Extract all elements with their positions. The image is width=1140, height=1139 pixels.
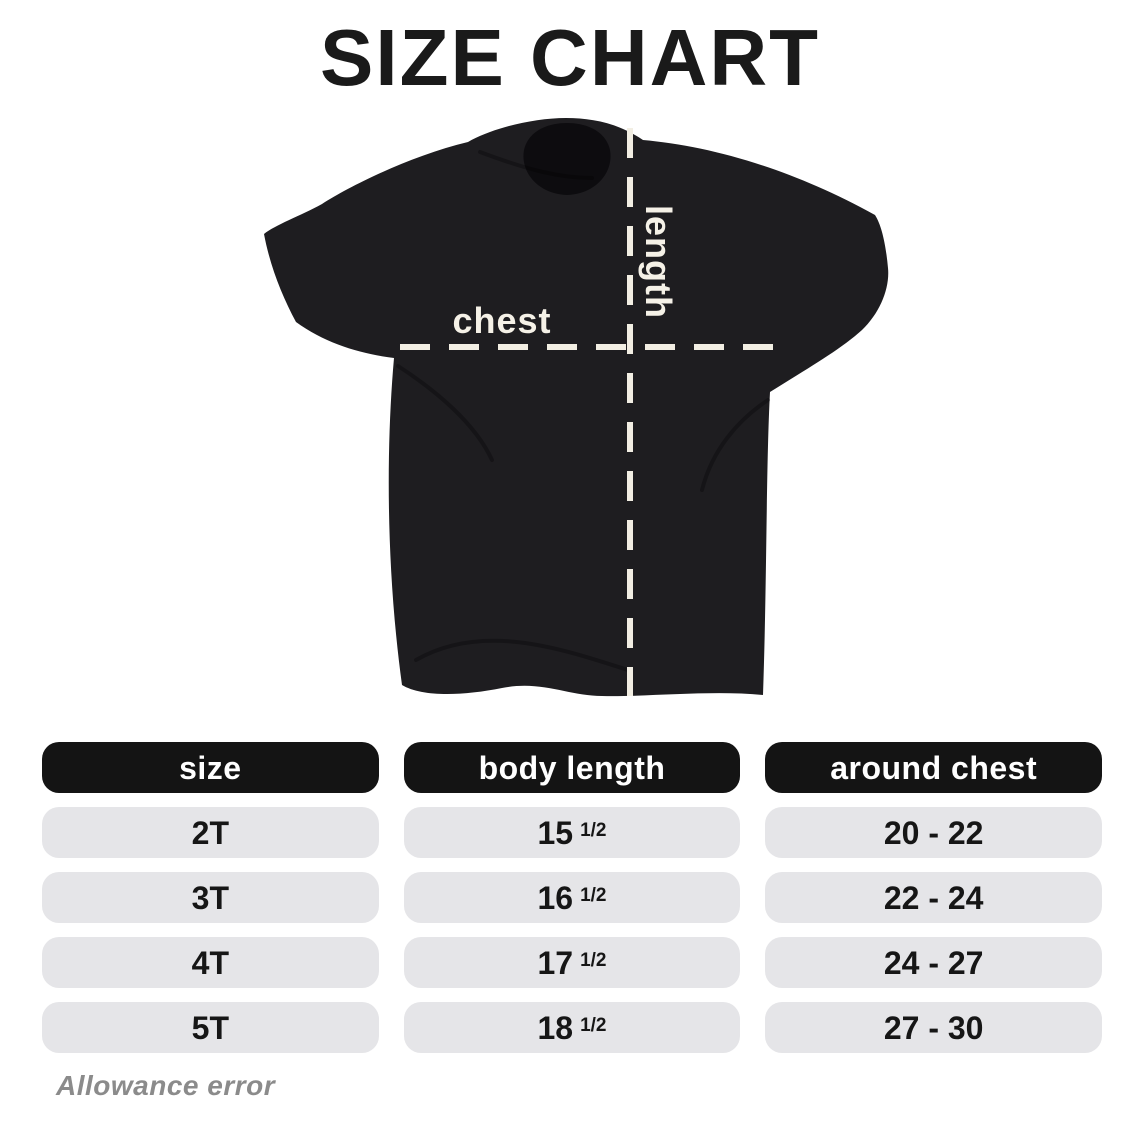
page-title: SIZE CHART — [320, 13, 820, 102]
shirt-measurement-diagram: chest length — [230, 108, 902, 720]
body-length-cell: 17 1/2 — [403, 937, 741, 988]
fabric-fold-line — [700, 398, 770, 492]
around-chest-cell: 20 - 22 — [765, 807, 1102, 858]
tshirt-silhouette — [264, 118, 889, 697]
allowance-error-note: Allowance error — [56, 1070, 276, 1101]
body-length-value: 16 — [537, 879, 574, 916]
body-length-value: 17 — [537, 944, 574, 981]
body-length-cell: 18 1/2 — [403, 1002, 741, 1053]
size-cell: 2T — [42, 807, 379, 858]
tshirt-neck-opening — [523, 123, 611, 195]
size-cell: 4T — [42, 937, 379, 988]
tshirt-illustration: chest length — [264, 118, 889, 697]
fabric-fold-line — [478, 150, 594, 180]
body-length-value: 18 — [537, 1009, 574, 1046]
body-length-cell: 16 1/2 — [403, 872, 741, 923]
body-length-cell: 15 1/2 — [403, 807, 741, 858]
column-header-body-length: body length — [403, 742, 741, 793]
column-header-size: size — [42, 742, 379, 793]
fabric-fold-line — [414, 638, 630, 672]
fabric-fold-line — [396, 364, 494, 462]
body-length-fraction: 1/2 — [580, 885, 607, 906]
body-length-value: 15 — [537, 814, 574, 851]
body-length-fraction: 1/2 — [580, 820, 607, 841]
length-label: length — [638, 205, 679, 319]
body-length-fraction: 1/2 — [580, 950, 607, 971]
around-chest-cell: 24 - 27 — [765, 937, 1102, 988]
around-chest-cell: 22 - 24 — [765, 872, 1102, 923]
size-table: size body length around chest 2T 15 1/2 20 … — [42, 742, 1102, 1053]
body-length-fraction: 1/2 — [580, 1015, 607, 1036]
around-chest-cell: 27 - 30 — [765, 1002, 1102, 1053]
column-header-around-chest: around chest — [765, 742, 1102, 793]
size-cell: 5T — [42, 1002, 379, 1053]
chest-label: chest — [452, 300, 551, 341]
size-cell: 3T — [42, 872, 379, 923]
